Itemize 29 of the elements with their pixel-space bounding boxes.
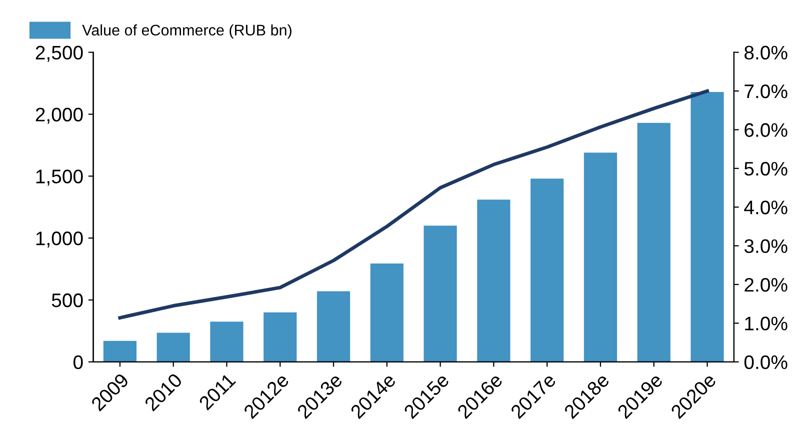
y2-tick-label: 5.0%: [744, 162, 788, 176]
bar: [156, 332, 190, 362]
y2-tick-label: 2.0%: [744, 278, 788, 292]
bar: [530, 178, 564, 362]
bar: [103, 340, 137, 362]
bar: [370, 263, 404, 362]
y2-tick-label: 4.0%: [744, 200, 788, 214]
y-tick-label: 1,000: [36, 232, 83, 248]
y-tick-label: 2,000: [36, 108, 83, 124]
y-tick-label: 1,500: [36, 170, 83, 186]
line-series: [118, 89, 709, 320]
y2-tick-label: 0.0%: [744, 355, 788, 370]
y2-tick-label: 6.0%: [744, 123, 788, 137]
y-tick-label: 500: [52, 293, 83, 308]
bar: [584, 152, 618, 362]
bar: [316, 291, 350, 362]
bar: [424, 226, 457, 362]
y-tick-label: 2,500: [36, 46, 83, 62]
bar: [637, 122, 670, 362]
y2-tick-label: 3.0%: [744, 239, 788, 254]
bar: [477, 200, 510, 362]
y2-tick-label: 8.0%: [744, 46, 788, 60]
bar: [690, 92, 724, 362]
bar: [264, 312, 297, 362]
legend-label: Value of eCommerce (RUB bn): [82, 24, 292, 39]
y2-tick-label: 1.0%: [745, 316, 788, 330]
y-tick-label: 0: [73, 355, 83, 370]
bar: [210, 322, 244, 362]
y2-tick-label: 7.0%: [744, 84, 788, 98]
